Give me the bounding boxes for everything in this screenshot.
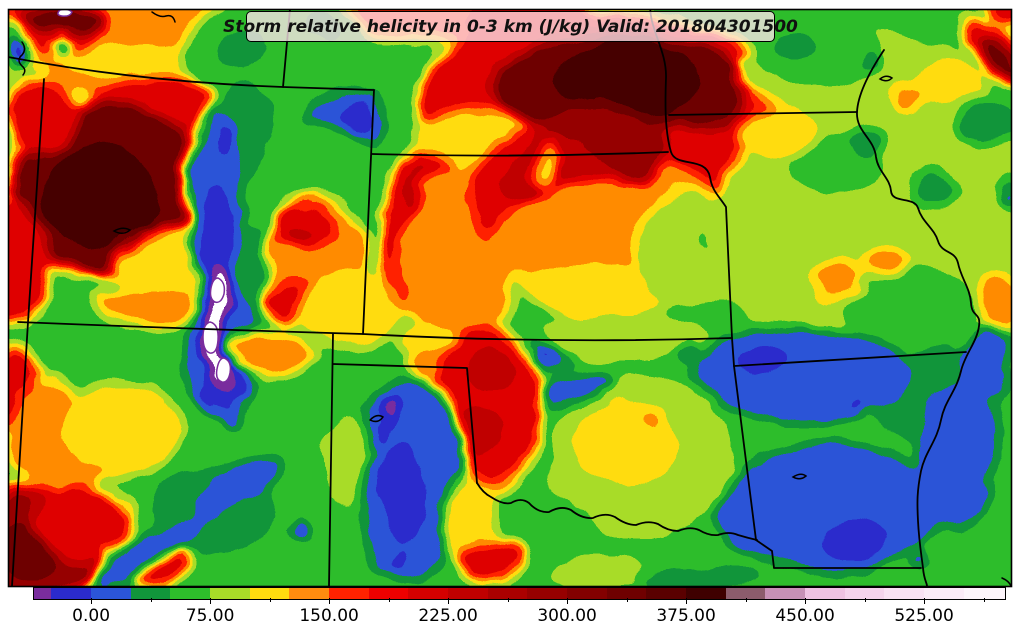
state-border [733,365,757,541]
state-border [328,333,334,587]
map-title: Storm relative helicity in 0-3 km (J/kg)… [223,16,798,37]
colorbar-segment [130,588,172,599]
colorbar-tick-label: 525.00 [894,606,954,626]
title-box: Storm relative helicity in 0-3 km (J/kg)… [223,11,798,42]
state-border [362,89,375,335]
state-border [8,56,375,91]
state-border [17,321,733,342]
lake-outline [878,75,894,82]
colorbar-tick-minor [983,598,985,602]
offscale-white-patch [57,9,232,383]
srh-field [8,9,1012,587]
colorbar-tick-major [924,598,926,604]
colorbar-segment [686,588,727,599]
colorbar-tick-label: 75.00 [185,606,235,626]
colorbar-tick-minor [150,598,152,602]
colorbar-segment [170,588,211,599]
state-border [332,363,478,484]
colorbar-bar [33,587,1006,600]
river-line [476,482,758,541]
colorbar-segment [210,588,251,599]
colorbar-tick-label: 450.00 [775,606,835,626]
river-line [856,49,981,587]
lake-outline [112,227,132,234]
colorbar-segment [368,588,410,599]
colorbar-tick-minor [626,598,628,602]
colorbar-segment [487,588,529,599]
state-border [371,151,669,157]
map-frame [7,8,1013,588]
colorbar-tick-label: 300.00 [537,606,597,626]
colorbar-tick-label: 375.00 [656,606,716,626]
colorbar-segment [408,588,449,599]
colorbar: 0.00 75.00 150.00 225.00 300.00 375.00 450.00 5… [33,587,1006,633]
colorbar-segment [567,588,608,599]
colorbar-segment [805,588,846,599]
colorbar-segment [527,588,568,599]
colorbar-segment [844,588,885,599]
colorbar-tick-minor [269,598,271,602]
colorbar-segment [51,588,92,599]
colorbar-tick-major [567,598,569,604]
colorbar-segment [606,588,647,599]
river-line [1001,577,1012,587]
colorbar-segment [448,588,489,599]
colorbar-tick-minor [745,598,747,602]
colorbar-segment [34,588,53,599]
colorbar-tick-major [448,598,450,604]
colorbar-tick-minor [864,598,866,602]
colorbar-tick-minor [507,598,509,602]
colorbar-tick-major [686,598,688,604]
river-line [151,11,176,23]
colorbar-tick-minor [388,598,390,602]
colorbar-segment [646,588,687,599]
colorbar-segment [963,588,1005,599]
colorbar-segment [884,588,925,599]
colorbar-segment [329,588,370,599]
lake-outline [791,473,808,480]
colorbar-tick-major [329,598,331,604]
colorbar-segment [249,588,291,599]
colorbar-tick-label: 150.00 [299,606,359,626]
colorbar-segment [91,588,132,599]
river-line [369,414,385,423]
colorbar-segment [289,588,330,599]
river-line [18,41,26,76]
state-border [668,111,858,116]
colorbar-tick-label: 0.00 [72,606,111,626]
colorbar-segment [725,588,766,599]
colorbar-tick-major [91,598,93,604]
state-border [733,351,967,367]
colorbar-segment [924,588,965,599]
colorbar-tick-major [805,598,807,604]
state-border [649,9,735,367]
state-border [755,539,922,569]
colorbar-tick-major [210,598,212,604]
colorbar-segment [765,588,806,599]
colorbar-tick-label: 225.00 [418,606,478,626]
